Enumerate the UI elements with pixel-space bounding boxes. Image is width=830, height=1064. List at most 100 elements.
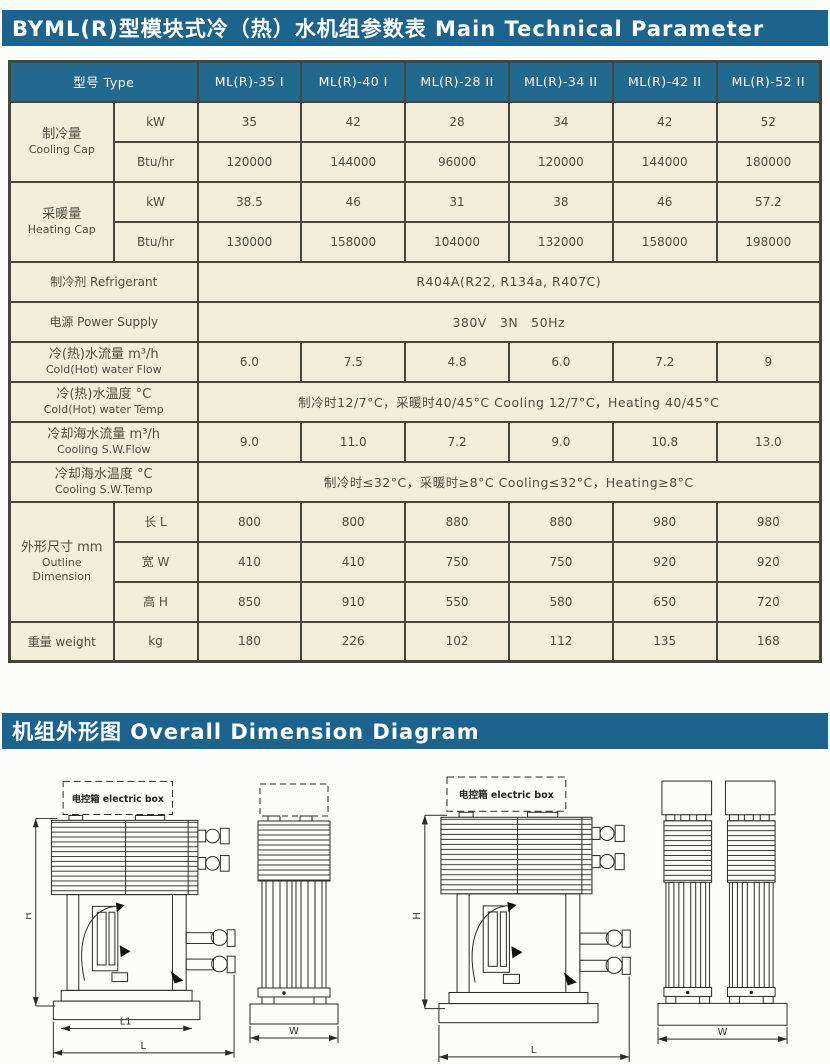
value-cell: 42 [611, 100, 718, 143]
header-row: 型号 Type ML(R)-35 I ML(R)-40 I ML(R)-28 I… [8, 60, 822, 103]
side-view-drawing-1: H 电控箱 electric box [26, 780, 236, 1058]
electric-box-front [259, 783, 329, 817]
value-cell: 410 [300, 540, 407, 583]
row-label-sw-flow: 冷却海水流量 m³/h Cooling S.W.Flow [8, 420, 199, 463]
row-label-cooling: 制冷量 Cooling Cap [8, 100, 115, 183]
unit-cell: kg [112, 620, 199, 663]
h-dimension [421, 814, 447, 1010]
value-cell: 13.0 [715, 420, 822, 463]
value-cell: 880 [404, 500, 510, 543]
model-header: ML(R)-34 II [507, 60, 614, 103]
unit-cell: Btu/hr [112, 220, 199, 263]
diagram-title: 机组外形图 Overall Dimension Diagram [12, 720, 480, 744]
row-label-cn: 外形尺寸 mm [21, 540, 103, 556]
row-label-power: 电源 Power Supply [8, 300, 199, 343]
value-cell: 96000 [404, 140, 510, 183]
dimension-width-row: 宽 W 410 410 750 750 920 920 [10, 540, 822, 583]
model-header: ML(R)-42 II [611, 60, 718, 103]
row-label-refrigerant: 制冷剂 Refrigerant [8, 260, 199, 303]
unit-cell: 高 H [112, 580, 199, 623]
value-cell: 226 [300, 620, 407, 663]
value-cell: 4.8 [404, 340, 510, 383]
unit-cell: 宽 W [112, 540, 199, 583]
unit-body [456, 893, 581, 993]
value-cell: 580 [507, 580, 614, 623]
value-cell: 650 [611, 580, 718, 623]
value-cell: 550 [404, 580, 510, 623]
fin-coil-front [257, 815, 331, 882]
h-dimension [32, 817, 58, 1007]
value-cell: 112 [507, 620, 614, 663]
unit-cell: 长 L [112, 500, 199, 543]
w-dimension [249, 1026, 339, 1043]
l-dim-label: L [140, 1041, 146, 1052]
electric-box-label: 电控箱 electric box [72, 793, 164, 805]
base-frame [657, 1002, 788, 1026]
value-cell: 144000 [611, 140, 718, 183]
side-view-drawing-2: H 电控箱 electric box [412, 776, 631, 1062]
value-cell: 180 [196, 620, 303, 663]
value-cell: 135 [611, 620, 718, 663]
value-cell: 7.2 [404, 420, 510, 463]
value-cell: 52 [715, 100, 822, 143]
value-cell: 180000 [715, 140, 822, 183]
value-cell: 34 [507, 100, 614, 143]
row-label-en: Outline Dimension [32, 556, 91, 583]
value-cell: 920 [611, 540, 718, 583]
fin-coil [440, 811, 593, 895]
heating-btu-row: Btu/hr 130000 158000 104000 132000 15800… [10, 220, 822, 263]
lower-pipe-flanges [563, 929, 631, 986]
value-cell: 120000 [507, 140, 614, 183]
value-cell: 132000 [507, 220, 614, 263]
value-cell: 28 [404, 100, 510, 143]
refrigerant-row: 制冷剂 Refrigerant R404A(R22, R134a, R407C) [8, 260, 822, 303]
value-cell: 38 [507, 180, 614, 223]
value-cell: 46 [611, 180, 718, 223]
value-cell: 9.0 [507, 420, 614, 463]
span-value-cell: 380V 3N 50Hz [196, 300, 822, 343]
value-cell: 11.0 [300, 420, 407, 463]
row-label-heating: 采暖量 Heating Cap [8, 180, 115, 263]
h-dim-label: H [26, 912, 34, 919]
value-cell: 800 [196, 500, 303, 543]
unit-body [66, 894, 187, 991]
value-cell: 130000 [196, 220, 303, 263]
value-cell: 57.2 [715, 180, 822, 223]
power-supply-row: 电源 Power Supply 380V 3N 50Hz [8, 300, 822, 343]
model-header: ML(R)-40 I [300, 60, 407, 103]
electric-box: 电控箱 electric box [62, 780, 173, 816]
lower-pipe-flanges [170, 929, 236, 984]
value-cell: 410 [196, 540, 303, 583]
model-header: ML(R)-35 I [196, 60, 303, 103]
row-label-cn: 采暖量 [42, 206, 82, 222]
l-dimension [52, 974, 235, 1058]
value-cell: 7.2 [611, 340, 718, 383]
h-dim-label: H [412, 912, 423, 920]
front-view-drawing-1: W [249, 783, 339, 1043]
value-cell: 31 [404, 180, 510, 223]
value-cell: 144000 [300, 140, 407, 183]
value-cell: 7.5 [300, 340, 407, 383]
value-cell: 38.5 [196, 180, 303, 223]
dimension-length-row: 外形尺寸 mm Outline Dimension 长 L 800 800 88… [8, 500, 822, 623]
cooling-kw-row: 制冷量 Cooling Cap kW 35 42 28 34 42 52 [8, 100, 822, 183]
span-value-cell: 制冷时≤32°C，采暖时≥8°C Cooling≤32°C，Heating≥8°… [196, 460, 822, 503]
value-cell: 880 [507, 500, 614, 543]
value-cell: 750 [507, 540, 614, 583]
tower-left [661, 780, 713, 1004]
row-label-sw-temp: 冷却海水温度 °C Cooling S.W.Temp [8, 460, 199, 503]
value-cell: 158000 [611, 220, 718, 263]
l1-dimension [61, 1025, 193, 1032]
row-label-cn: 冷却海水温度 °C [54, 466, 153, 482]
value-cell: 9.0 [196, 420, 303, 463]
row-label-cn: 冷却海水流量 m³/h [47, 426, 161, 442]
water-temp-row: 冷(热)水温度 °C Cold(Hot) water Temp 制冷时12/7°… [8, 380, 822, 423]
value-cell: 35 [196, 100, 303, 143]
tower-right [724, 780, 776, 1004]
electric-box-label: 电控箱 electric box [459, 789, 555, 801]
value-cell: 6.0 [507, 340, 614, 383]
upper-pipe-flanges [197, 827, 230, 872]
value-cell: 720 [715, 580, 822, 623]
row-label-water-flow: 冷(热)水流量 m³/h Cold(Hot) water Flow [8, 340, 199, 383]
